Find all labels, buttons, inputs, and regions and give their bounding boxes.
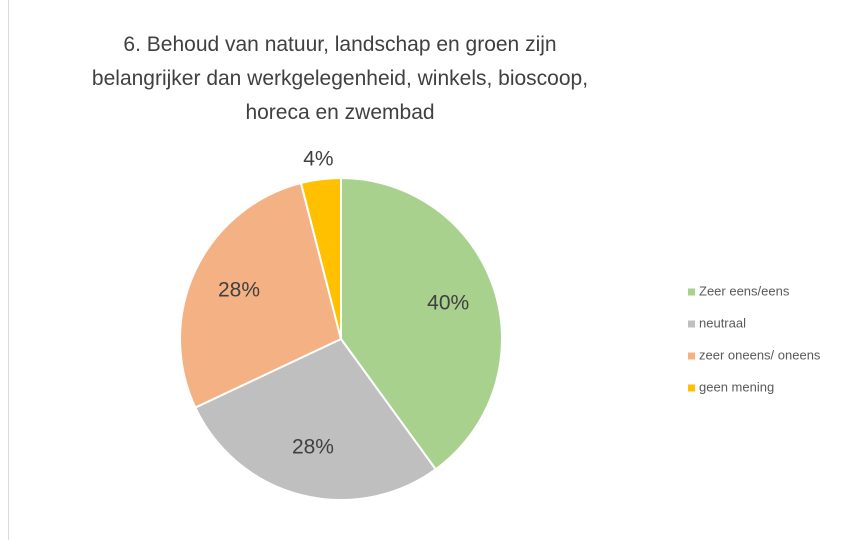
legend-swatch <box>688 288 695 296</box>
legend-label: neutraal <box>699 315 746 330</box>
legend-label: zeer oneens/ oneens <box>699 347 821 362</box>
legend-swatch <box>688 320 695 328</box>
pie-slice <box>179 181 343 409</box>
pie-slice <box>340 176 503 471</box>
pie-slice <box>299 176 342 340</box>
data-label: 28% <box>218 279 260 302</box>
chart-title: 6. Behoud van natuur, landschap en groen… <box>91 33 589 124</box>
data-label: 40% <box>427 292 469 315</box>
legend-label: Zeer eens/eens <box>699 283 790 298</box>
pie-slice <box>193 337 438 501</box>
legend-swatch <box>688 352 695 360</box>
data-label: 4% <box>303 148 333 171</box>
data-label: 28% <box>292 436 334 459</box>
legend-label: geen mening <box>699 379 774 394</box>
legend-swatch <box>688 384 695 392</box>
chart-border <box>8 0 9 540</box>
